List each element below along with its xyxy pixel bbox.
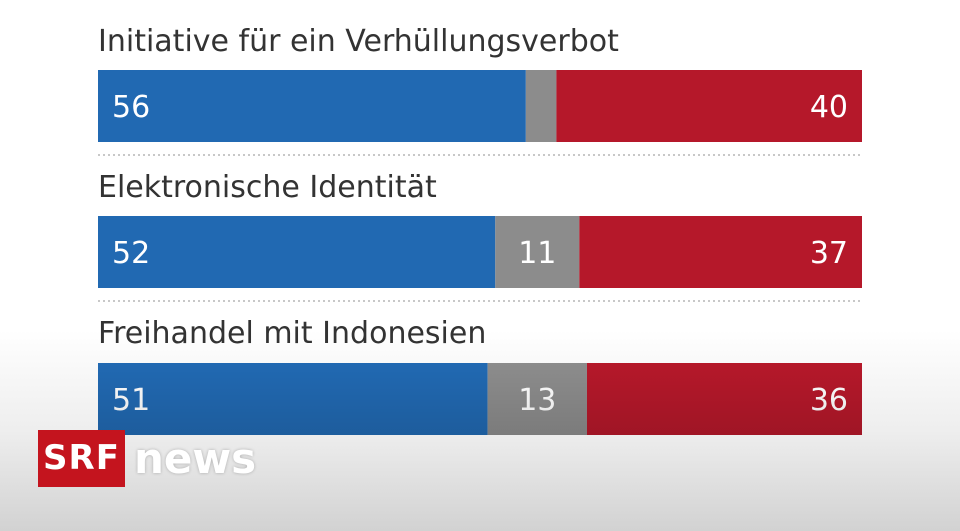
data-label: 11: [518, 236, 556, 271]
data-label: 52: [112, 236, 150, 271]
bar-segment: [98, 70, 526, 142]
srf-logo-box: SRF: [38, 430, 125, 487]
category-label: Elektronische Identität: [98, 170, 437, 205]
category-label: Initiative für ein Verhüllungsverbot: [98, 24, 619, 59]
news-wordmark: news: [134, 434, 257, 483]
srf-news-logo: SRF news: [38, 430, 256, 487]
bar-segment: [495, 216, 580, 288]
bar-segment: [579, 216, 862, 288]
bar-segment: [525, 70, 557, 142]
bar-segment: [556, 70, 862, 142]
category-label: Freihandel mit Indonesien: [98, 316, 486, 351]
data-label: 40: [810, 90, 848, 125]
data-label: 56: [112, 90, 150, 125]
bottom-fade: [98, 363, 862, 435]
data-label: 37: [810, 236, 848, 271]
bar-segment: [98, 216, 496, 288]
